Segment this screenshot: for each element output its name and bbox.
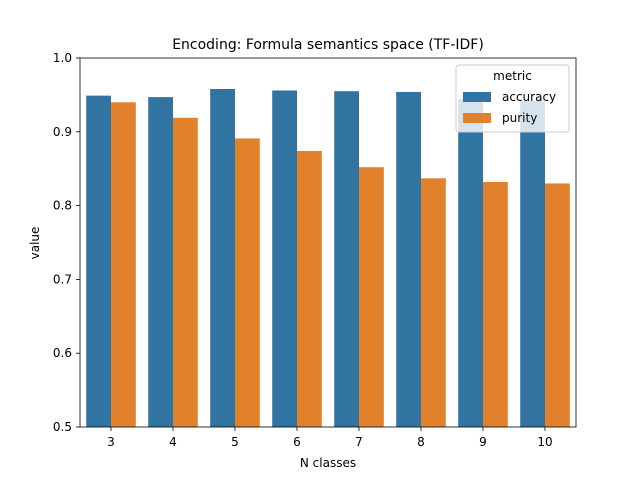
y-tick-label: 0.6 [53, 346, 72, 360]
bar-purity-7 [359, 167, 384, 427]
bar-purity-9 [483, 181, 508, 427]
x-axis-label: N classes [300, 456, 356, 470]
y-tick-label: 1.0 [53, 51, 72, 65]
x-tick-label: 3 [107, 435, 115, 449]
chart-title: Encoding: Formula semantics space (TF-ID… [172, 37, 484, 53]
bar-accuracy-6 [272, 90, 297, 428]
legend-swatch-accuracy [463, 92, 491, 102]
plot-frame [79, 57, 577, 428]
bar-purity-3 [111, 102, 136, 427]
legend-label-accuracy: accuracy [502, 90, 556, 104]
bar-accuracy-10 [520, 100, 545, 427]
bar-accuracy-3 [86, 95, 111, 427]
x-tick-label: 8 [417, 435, 425, 449]
bars-layer [86, 88, 570, 428]
legend-swatch-purity [463, 113, 491, 123]
x-tick-label: 9 [479, 435, 487, 449]
bar-purity-5 [235, 138, 260, 427]
bar-purity-4 [173, 117, 198, 427]
y-tick-label: 0.8 [53, 199, 72, 213]
legend-title: metric [493, 69, 532, 83]
x-tick-label: 4 [169, 435, 177, 449]
bar-purity-6 [297, 150, 322, 427]
legend-label-purity: purity [502, 111, 537, 125]
x-tick-label: 7 [355, 435, 363, 449]
y-axis-label: value [28, 227, 42, 260]
bar-accuracy-4 [148, 97, 173, 427]
bar-accuracy-9 [458, 99, 483, 427]
bar-accuracy-8 [396, 91, 421, 427]
x-tick-label: 10 [537, 435, 552, 449]
axes-layer: 0.5 0.6 0.7 0.8 0.9 1.0 3 4 5 6 7 8 9 10 [53, 51, 577, 449]
y-tick-label: 0.5 [53, 420, 72, 434]
bar-purity-8 [421, 178, 446, 427]
x-tick-label: 6 [293, 435, 301, 449]
y-tick-label: 0.7 [53, 272, 72, 286]
bar-accuracy-7 [334, 91, 359, 428]
x-tick-label: 5 [231, 435, 239, 449]
bar-purity-10 [545, 183, 570, 427]
y-tick-label: 0.9 [53, 125, 72, 139]
legend: metric accuracy purity [455, 64, 570, 133]
bar-accuracy-5 [210, 88, 235, 427]
